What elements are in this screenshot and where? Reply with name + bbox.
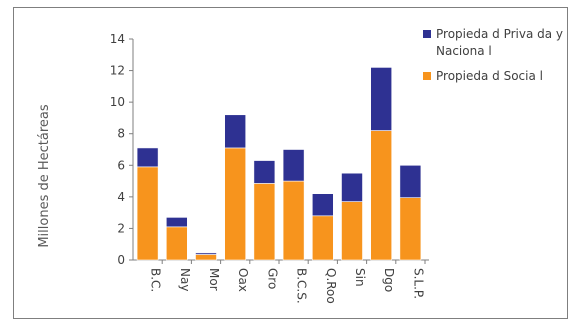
- bar-privada-7: [341, 172, 363, 202]
- y-tick-label: 12: [110, 64, 125, 78]
- bar-privada-1: [165, 217, 188, 228]
- y-tick-label: 8: [117, 127, 125, 141]
- y-tick-label: 2: [117, 221, 125, 235]
- bar-privada-6: [311, 193, 334, 217]
- x-tick-label: Q.Roo: [324, 268, 338, 304]
- y-tick-label: 0: [117, 253, 125, 267]
- x-tick-label: S.L.P.: [411, 268, 425, 299]
- bar-privada-2: [195, 252, 217, 255]
- bar-social-5: [282, 180, 305, 261]
- y-axis-label: Millones de Hectáreas: [37, 104, 52, 248]
- x-tick-label: Oax: [236, 268, 250, 292]
- x-tick-label: B.C.: [149, 268, 163, 292]
- bar-social-6: [311, 215, 334, 261]
- y-tick-label: 6: [117, 158, 125, 172]
- bar-privada-5: [282, 149, 305, 182]
- bar-social-8: [370, 130, 393, 261]
- x-tick-label: Dgo: [382, 268, 396, 292]
- legend-label: Propieda d Socia l: [436, 69, 543, 83]
- bar-privada-0: [136, 147, 159, 168]
- bar-privada-4: [253, 160, 276, 184]
- bar-privada-3: [224, 114, 247, 149]
- bar-social-9: [399, 197, 422, 261]
- bar-privada-9: [399, 164, 422, 198]
- bar-privada-8: [370, 67, 393, 131]
- bar-social-3: [224, 147, 247, 261]
- y-tick-label: 14: [110, 32, 125, 46]
- x-tick-label: Gro: [265, 268, 279, 289]
- x-tick-label: Sin: [353, 268, 367, 287]
- x-tick-label: Mor: [207, 268, 221, 291]
- bar-social-0: [136, 166, 159, 261]
- y-tick-label: 10: [110, 95, 125, 109]
- bar-social-4: [253, 183, 276, 261]
- legend-label: Propieda d Priva da y: [436, 27, 563, 41]
- y-tick-label: 4: [117, 190, 125, 204]
- legend-swatch-1: [423, 72, 431, 80]
- legend-swatch-0: [423, 30, 431, 38]
- legend-label: Naciona l: [436, 44, 492, 58]
- bar-social-1: [165, 226, 188, 261]
- x-tick-label: B.C.S.: [295, 268, 309, 304]
- bar-social-7: [341, 201, 363, 261]
- bar-social-2: [195, 254, 217, 261]
- x-tick-label: Nay: [178, 268, 192, 291]
